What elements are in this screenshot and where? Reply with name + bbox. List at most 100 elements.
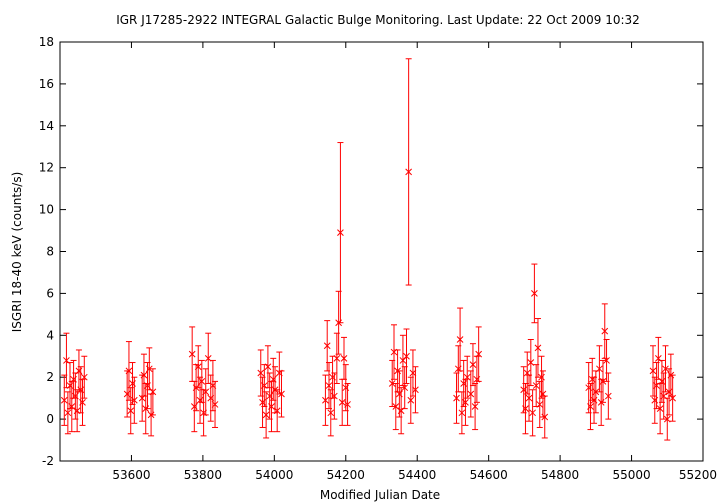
data-point: [327, 389, 335, 437]
point-marker-stroke-b: [604, 392, 612, 400]
point-marker-stroke-b: [257, 369, 265, 377]
point-marker-stroke-b: [523, 369, 531, 377]
data-point: [344, 382, 351, 426]
x-axis: 53600 53800 54000 54200 54400 54600 54800 55000…: [112, 42, 717, 482]
point-marker-stroke-b: [264, 363, 272, 371]
point-marker-stroke-b: [330, 392, 338, 400]
point-marker-stroke-b: [333, 354, 341, 362]
point-marker-stroke-b: [527, 359, 535, 366]
y-tick-label: 10: [39, 203, 54, 217]
point-marker-stroke-b: [669, 394, 676, 402]
data-point: [330, 372, 338, 420]
point-marker-stroke-b: [64, 409, 72, 417]
x-tick-label: 55000: [612, 468, 650, 482]
data-point: [325, 362, 333, 410]
point-marker-stroke-b: [130, 396, 138, 404]
data-point: [536, 380, 544, 428]
y-tick-label: 12: [39, 161, 54, 175]
data-point: [60, 374, 68, 426]
data-point: [604, 372, 612, 420]
point-marker-stroke-b: [125, 367, 133, 375]
point-marker-stroke-b: [471, 403, 479, 410]
data-point: [463, 355, 471, 399]
y-axis-label: ISGRI 18-40 keV (counts/s): [10, 172, 24, 333]
point-marker-stroke-b: [654, 354, 662, 362]
point-marker-stroke-b: [273, 407, 281, 415]
point-marker-stroke-b: [80, 373, 88, 381]
point-marker-stroke-b: [599, 378, 607, 385]
point-marker-stroke-b: [338, 398, 346, 406]
data-point: [198, 359, 206, 403]
point-marker-stroke-b: [401, 384, 409, 392]
point-marker-stroke-b: [337, 229, 344, 236]
point-marker-stroke-b: [601, 327, 609, 335]
point-marker-stroke-b: [63, 357, 70, 364]
point-marker-stroke-b: [462, 398, 469, 406]
y-tick-label: 2: [46, 370, 54, 384]
data-point: [140, 353, 148, 397]
point-marker-stroke-b: [592, 388, 600, 396]
data-point: [522, 382, 529, 435]
data-point: [322, 374, 329, 426]
data-point: [596, 345, 603, 393]
data-point: [475, 326, 483, 382]
x-tick-label: 54000: [255, 468, 293, 482]
point-marker-stroke-b: [323, 342, 331, 350]
data-point: [527, 338, 535, 387]
point-marker-stroke-b: [60, 396, 68, 404]
data-point: [340, 336, 348, 380]
point-marker-stroke-b: [407, 396, 415, 404]
x-tick-label: 54400: [398, 468, 436, 482]
data-point: [453, 372, 460, 424]
data-point: [529, 389, 536, 437]
point-marker-stroke-b: [660, 392, 668, 400]
y-tick-label: 4: [46, 328, 54, 342]
y-tick-label: 6: [46, 286, 54, 300]
data-point: [409, 349, 417, 397]
point-marker-stroke-b: [262, 411, 270, 419]
plot-area: [60, 58, 676, 441]
data-point: [462, 378, 469, 426]
data-point: [145, 347, 153, 391]
x-tick-label: 54600: [470, 468, 508, 482]
y-tick-label: 16: [39, 77, 54, 91]
data-point: [264, 345, 272, 389]
point-marker-stroke-b: [532, 382, 540, 389]
point-marker-stroke-b: [541, 413, 549, 421]
y-tick-label: -2: [42, 454, 54, 468]
point-marker-stroke-b: [534, 344, 542, 352]
point-marker-stroke-b: [188, 350, 196, 358]
point-marker-stroke-b: [260, 382, 268, 389]
y-tick-label: 0: [46, 412, 54, 426]
data-point: [77, 366, 85, 414]
data-point: [541, 395, 549, 439]
point-marker-stroke-b: [539, 390, 547, 398]
point-marker-stroke-b: [656, 405, 664, 412]
point-marker-stroke-b: [322, 396, 329, 404]
point-marker-stroke-b: [538, 373, 545, 381]
point-marker-stroke-b: [662, 365, 669, 373]
point-marker-stroke-b: [412, 386, 419, 394]
data-point: [403, 328, 410, 384]
point-marker-stroke-b: [596, 365, 603, 373]
point-marker-stroke-b: [73, 407, 81, 415]
data-point: [405, 58, 413, 286]
point-marker-stroke-b: [198, 378, 206, 385]
data-point: [338, 378, 346, 426]
data-point: [211, 380, 219, 428]
data-point: [275, 351, 283, 395]
point-marker-stroke-b: [140, 371, 148, 379]
data-point: [458, 391, 466, 435]
data-point: [138, 374, 146, 422]
data-point: [262, 391, 270, 439]
data-point: [407, 376, 415, 424]
data-point: [130, 376, 138, 424]
point-marker-stroke-b: [202, 388, 210, 396]
data-point: [125, 341, 133, 401]
point-marker-stroke-b: [458, 409, 466, 417]
x-tick-label: 53600: [112, 468, 150, 482]
x-axis-label: Modified Julian Date: [320, 488, 440, 502]
point-marker-stroke-b: [649, 367, 657, 375]
data-point: [669, 374, 676, 422]
